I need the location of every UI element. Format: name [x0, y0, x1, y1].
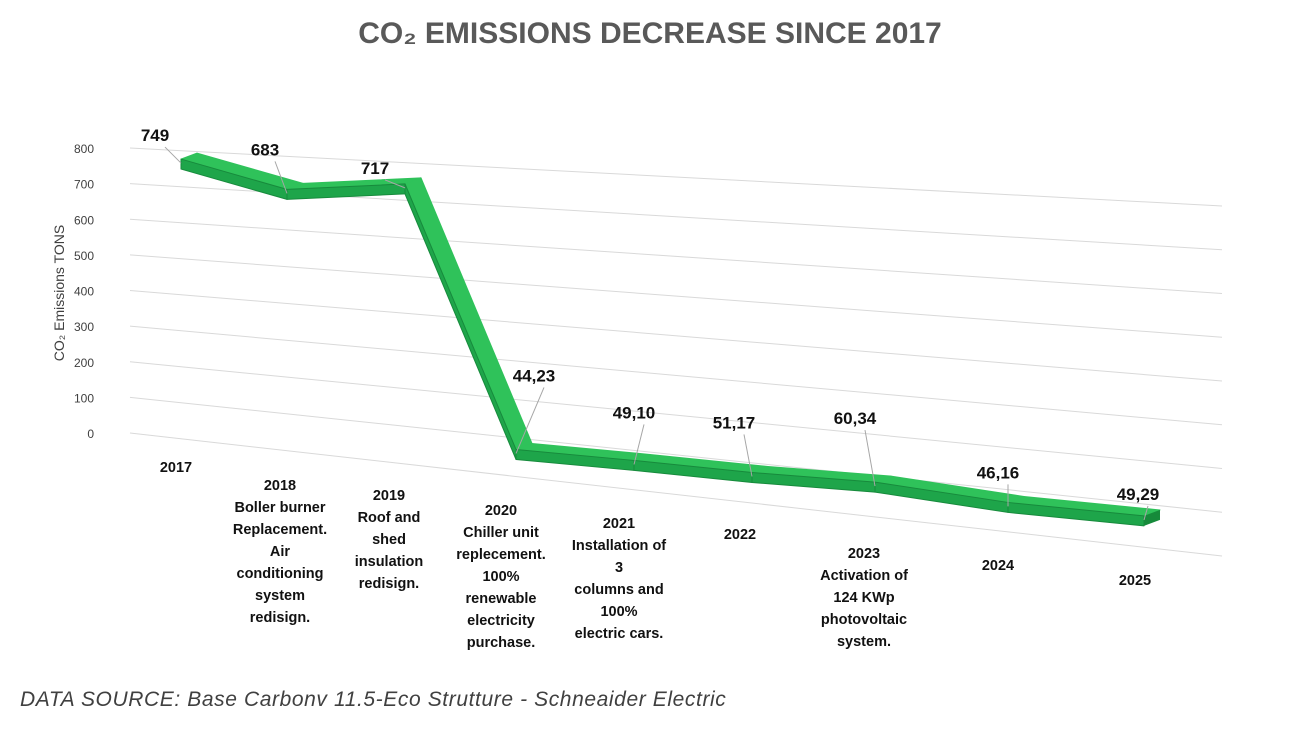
x-tick-label: 2021 Installation of 3 columns and 100% elect…: [572, 516, 666, 642]
data-label-leader: [384, 179, 406, 189]
data-label-leader: [164, 146, 182, 164]
gridline: [129, 361, 1223, 469]
gridline: [129, 254, 1223, 338]
y-tick-label: 0: [87, 427, 94, 441]
data-label: 51,17: [713, 413, 756, 432]
series-ribbon: [180, 152, 1161, 527]
gridline: [129, 432, 1223, 557]
data-label: 44,23: [513, 366, 556, 385]
gridline: [129, 290, 1223, 382]
y-tick-label: 800: [74, 142, 94, 156]
y-tick-label: 600: [74, 213, 94, 227]
y-tick-label: 500: [74, 249, 94, 263]
x-tick-label: 2022: [724, 527, 756, 543]
x-tick-label: 2019 Roof and shed insulation redisign.: [355, 488, 423, 592]
y-tick-label: 100: [74, 391, 94, 405]
x-tick-label: 2017: [160, 460, 192, 476]
y-tick-label: 200: [74, 356, 94, 370]
gridline: [129, 218, 1223, 294]
gridline: [129, 147, 1223, 207]
data-source-note: DATA SOURCE: Base Carbonv 11.5-Eco Strut…: [20, 688, 727, 711]
x-tick-label: 2018 Boller burner Replacement. Air conditio…: [233, 478, 327, 626]
y-axis-label: CO₂ Emissions TONS: [51, 225, 67, 361]
chart-title: CO₂ EMISSIONS DECREASE SINCE 2017: [358, 17, 942, 50]
data-label: 60,34: [834, 409, 877, 428]
data-label-leader: [743, 434, 753, 477]
y-tick-label: 300: [74, 320, 94, 334]
data-label: 49,10: [613, 403, 656, 422]
data-label-leader: [1143, 505, 1149, 521]
x-axis: 2017 2018 Boller burner Replacement. Air cond…: [160, 460, 1151, 651]
data-labels: 749 683 717 44,23 49,10 51,17 60,34 46,16 49,29: [141, 126, 1159, 504]
data-label-leader: [864, 429, 876, 487]
grid: [129, 147, 1223, 557]
data-label: 717: [361, 159, 389, 178]
x-tick-label: 2023 Activation of 124 KWp photovoltaic syst…: [820, 546, 908, 650]
x-tick-label: 2024: [982, 558, 1014, 574]
gridline: [129, 325, 1223, 426]
data-label: 49,29: [1117, 485, 1160, 504]
gridline: [129, 396, 1223, 513]
y-tick-label: 400: [74, 285, 94, 299]
data-label-leader: [515, 387, 545, 454]
x-tick-label: 2025: [1119, 573, 1151, 589]
data-label: 683: [251, 140, 279, 159]
data-label-leader: [633, 424, 645, 465]
y-axis: 0 100 200 300 400 500 600 700 800: [74, 142, 94, 441]
data-label-leader: [274, 161, 288, 194]
x-tick-label: 2020 Chiller unit replecement. 100% renewabl…: [456, 503, 545, 651]
label-leaders: [164, 146, 1149, 521]
ribbon-front-segment: [404, 183, 517, 460]
y-tick-label: 700: [74, 178, 94, 192]
data-label: 46,16: [977, 463, 1020, 482]
data-label: 749: [141, 126, 169, 145]
ribbon-top-segment: [404, 177, 533, 450]
ribbon-end-cap: [1144, 509, 1160, 526]
